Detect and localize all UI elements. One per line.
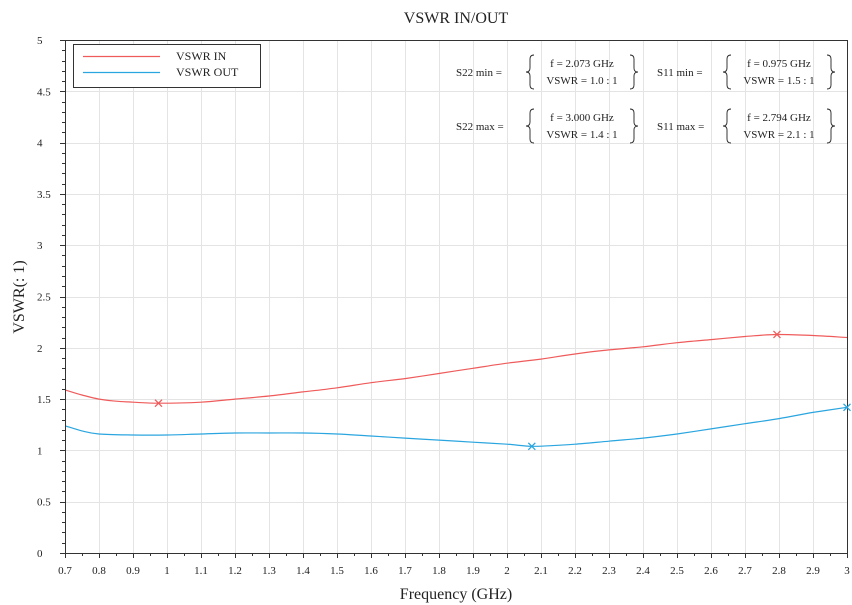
axis-ticks [60,40,848,558]
annotation-s11-max: S11 max = f = 2.794 GHz VSWR = 2.1 : 1 [657,108,836,144]
annotation-brace-right [629,54,639,90]
x-tick-label: 1.4 [296,565,310,577]
annotation-frequency: f = 2.794 GHz [747,112,811,124]
marker-vswr-out [527,442,536,451]
x-tick-label: 2.5 [670,565,684,577]
annotation-s22-max: S22 max = f = 3.000 GHz VSWR = 1.4 : 1 [456,108,639,144]
y-tick-label: 1 [37,445,43,457]
x-tick-label: 0.7 [58,565,72,577]
annotation-frequency: f = 0.975 GHz [747,58,811,70]
annotation-brace-left [525,54,535,90]
y-tick-label: 1.5 [37,394,51,406]
y-tick-label: 3.5 [37,189,51,201]
x-tick-label: 1.9 [466,565,480,577]
chart-title: VSWR IN/OUT [404,10,509,27]
y-tick-label: 3 [37,240,43,252]
series-line-vswr-in [64,333,848,404]
x-tick-label: 2.8 [772,565,786,577]
x-tick-label: 1.7 [398,565,412,577]
legend-label-vswr-in: VSWR IN [176,49,227,63]
y-tick-label: 2 [37,343,43,355]
x-tick-label: 2.7 [738,565,752,577]
annotation-label: S11 min = [657,67,703,79]
x-axis-label: Frequency (GHz) [400,586,512,603]
annotation-brace-right [826,108,836,144]
y-tick-label: 4 [37,138,43,150]
annotation-vswr: VSWR = 1.0 : 1 [546,75,617,87]
series-lines [64,333,848,447]
marker-vswr-in [773,330,781,339]
annotation-frequency: f = 3.000 GHz [550,112,614,124]
x-tick-label: 0.9 [126,565,140,577]
annotations: S22 min = f = 2.073 GHz VSWR = 1.0 : 1 S11 … [456,54,836,144]
x-tick-label: 1.3 [262,565,276,577]
x-tick-label: 2.3 [602,565,616,577]
x-tick-label: 0.8 [92,565,106,577]
x-tick-label: 1.5 [330,565,344,577]
x-tick-label: 2.4 [636,565,650,577]
extremum-markers [154,330,851,451]
annotation-frequency: f = 2.073 GHz [550,58,614,70]
x-axis-tick-labels: 0.7 0.8 0.9 1 1.1 1.2 1.3 1.4 1.5 1.6 1.7 1.8 1.9 2 2.… [58,565,850,577]
grid [65,40,847,553]
x-tick-label: 1.1 [194,565,208,577]
x-tick-label: 2.6 [704,565,718,577]
x-tick-label: 2.2 [568,565,582,577]
annotation-brace-left [525,108,535,144]
annotation-vswr: VSWR = 2.1 : 1 [743,129,814,141]
y-tick-label: 0 [37,548,43,560]
annotation-vswr: VSWR = 1.5 : 1 [743,75,814,87]
marker-vswr-out [843,403,851,412]
annotation-vswr: VSWR = 1.4 : 1 [546,129,617,141]
x-tick-label: 1.6 [364,565,378,577]
y-tick-label: 4.5 [37,86,51,98]
legend-label-vswr-out: VSWR OUT [176,65,239,79]
legend-item-vswr-out: VSWR OUT [83,65,239,79]
x-tick-label: 1.2 [228,565,242,577]
x-tick-label: 1.8 [432,565,446,577]
y-axis-label: VSWR(: 1) [11,260,28,333]
x-tick-label: 3 [844,565,850,577]
marker-vswr-in [154,399,163,408]
x-tick-label: 2 [504,565,510,577]
annotation-brace-left [722,54,732,90]
x-tick-label: 2.1 [534,565,548,577]
y-tick-label: 2.5 [37,292,51,304]
legend-box [73,44,261,88]
y-tick-label: 5 [37,35,43,47]
annotation-s11-min: S11 min = f = 0.975 GHz VSWR = 1.5 : 1 [657,54,836,90]
annotation-label: S11 max = [657,121,704,133]
annotation-label: S22 max = [456,121,504,133]
annotation-brace-right [629,108,639,144]
y-tick-label: 0.5 [37,497,51,509]
x-tick-label: 1 [164,565,170,577]
annotation-label: S22 min = [456,67,502,79]
annotation-brace-left [722,108,732,144]
legend-item-vswr-in: VSWR IN [83,49,227,63]
legend: VSWR IN VSWR OUT [73,44,261,88]
x-tick-label: 2.9 [806,565,820,577]
annotation-brace-right [826,54,836,90]
series-line-vswr-out [64,406,848,447]
annotation-s22-min: S22 min = f = 2.073 GHz VSWR = 1.0 : 1 [456,54,639,90]
y-axis-tick-labels: 0 0.5 1 1.5 2 2.5 3 3.5 4 4.5 5 [37,35,51,560]
